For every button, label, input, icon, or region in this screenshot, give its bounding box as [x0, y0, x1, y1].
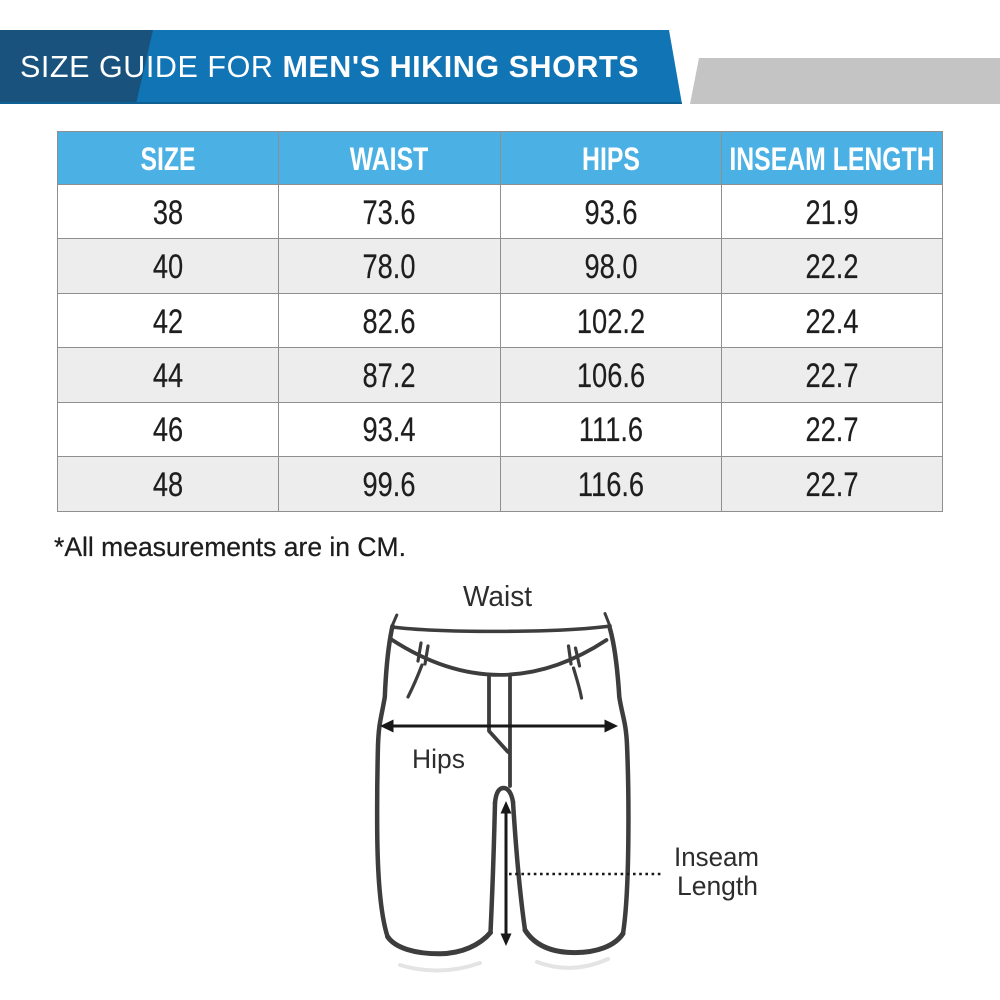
svg-text:Length: Length	[677, 871, 758, 901]
svg-text:Hips: Hips	[412, 744, 465, 774]
svg-text:Waist: Waist	[463, 581, 532, 613]
svg-text:Inseam: Inseam	[674, 842, 759, 872]
